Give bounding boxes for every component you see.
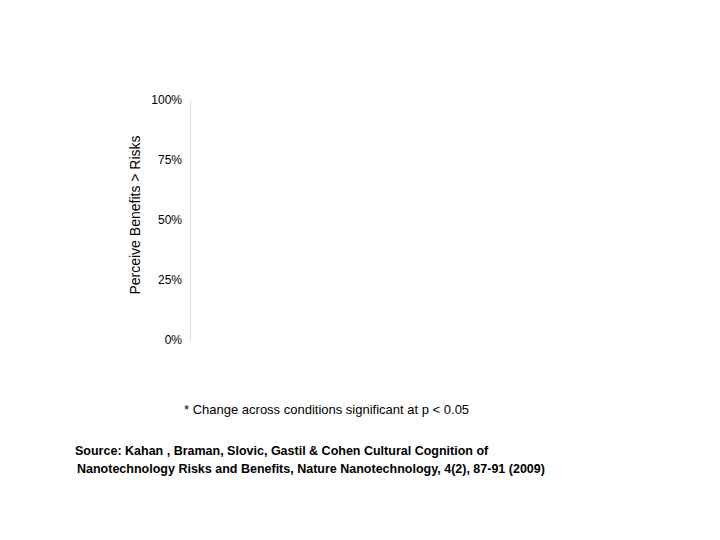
- source-line: Source: Kahan , Braman, Slovic, Gastil &…: [75, 444, 489, 458]
- y-tick: 100%: [151, 93, 190, 107]
- y-tick-label: 100%: [151, 93, 182, 107]
- y-tick: 0%: [165, 333, 190, 347]
- y-tick: 50%: [158, 213, 190, 227]
- y-tick: 25%: [158, 273, 190, 287]
- y-tick-label: 50%: [158, 213, 182, 227]
- y-axis-label: Perceive Benefits > Risks: [127, 135, 143, 294]
- source-line: Nanotechnology Risks and Benefits, Natur…: [77, 462, 545, 476]
- y-tick: 75%: [158, 153, 190, 167]
- footnote: * Change across conditions significant a…: [184, 402, 469, 417]
- y-tick-label: 0%: [165, 333, 183, 347]
- y-tick-label: 25%: [158, 273, 182, 287]
- chart: 0% 25% 50% 75% 100% Perceive Benefits > Risks…: [0, 0, 720, 540]
- y-axis-line: [190, 101, 191, 341]
- y-axis: 0% 25% 50% 75% 100%: [151, 93, 190, 347]
- y-tick-label: 75%: [158, 153, 182, 167]
